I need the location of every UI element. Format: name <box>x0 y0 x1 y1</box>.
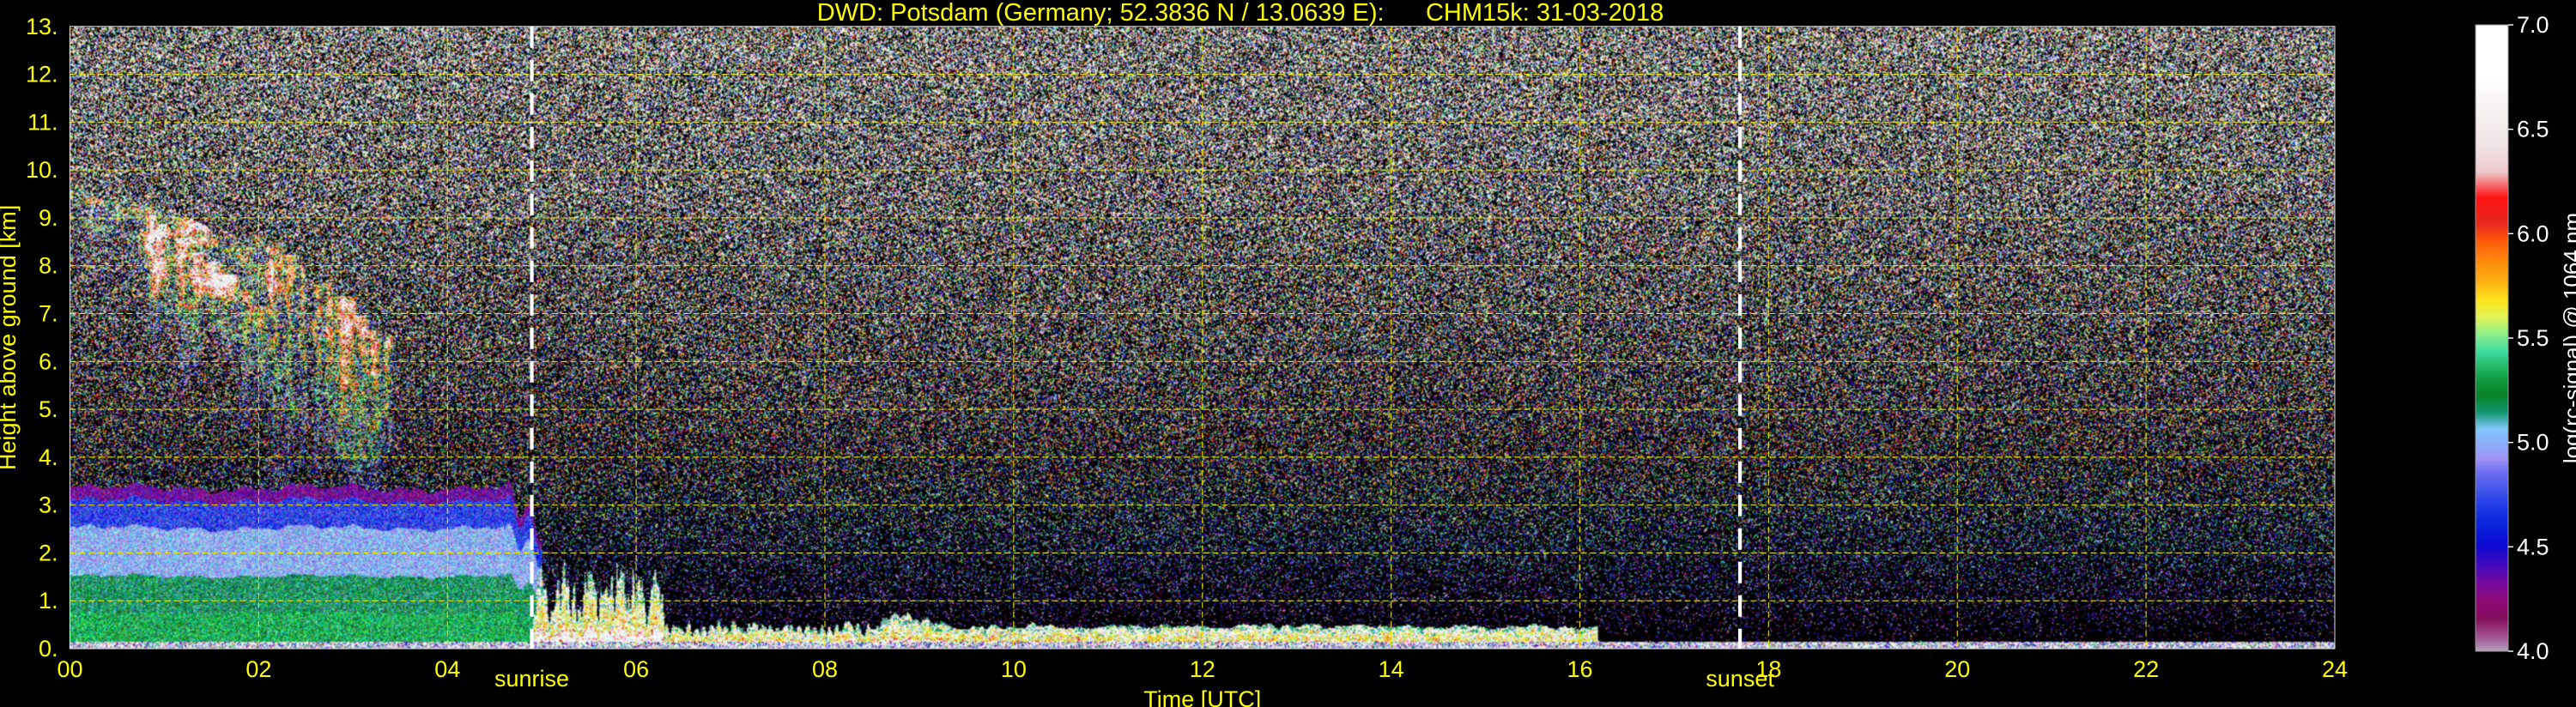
svg-text:0.: 0. <box>39 636 58 662</box>
svg-text:14: 14 <box>1379 656 1404 682</box>
svg-text:13.: 13. <box>26 14 58 39</box>
svg-text:10.: 10. <box>26 157 58 183</box>
svg-text:24: 24 <box>2322 656 2348 682</box>
svg-text:12: 12 <box>1190 656 1215 682</box>
svg-text:1.: 1. <box>39 588 58 613</box>
svg-text:00: 00 <box>57 656 82 682</box>
svg-text:log(rc-signal) @ 1064 nm: log(rc-signal) @ 1064 nm <box>2559 213 2576 463</box>
svg-text:08: 08 <box>812 656 838 682</box>
svg-text:sunrise: sunrise <box>494 666 569 692</box>
svg-text:Time [UTC]: Time [UTC] <box>1143 686 1261 707</box>
svg-text:5.0: 5.0 <box>2517 430 2549 456</box>
svg-text:5.: 5. <box>39 396 58 422</box>
svg-text:11.: 11. <box>27 109 58 135</box>
svg-text:12.: 12. <box>26 62 58 88</box>
svg-text:DWD: Potsdam (Germany; 52.3836: DWD: Potsdam (Germany; 52.3836 N / 13.06… <box>817 0 1664 27</box>
svg-text:sunset: sunset <box>1706 666 1774 692</box>
svg-text:02: 02 <box>245 656 271 682</box>
svg-text:8.: 8. <box>39 253 58 279</box>
svg-text:3.: 3. <box>39 492 58 518</box>
svg-text:4.5: 4.5 <box>2517 534 2549 559</box>
svg-text:7.: 7. <box>39 300 58 326</box>
svg-text:6.0: 6.0 <box>2517 221 2549 246</box>
svg-text:20: 20 <box>1944 656 1970 682</box>
svg-text:Height above ground [km]: Height above ground [km] <box>0 205 21 470</box>
svg-text:5.5: 5.5 <box>2517 325 2549 351</box>
svg-text:06: 06 <box>623 656 649 682</box>
svg-text:9.: 9. <box>39 205 58 231</box>
svg-text:4.: 4. <box>39 444 58 470</box>
svg-text:2.: 2. <box>39 540 58 565</box>
svg-text:4.0: 4.0 <box>2517 638 2549 664</box>
svg-text:7.0: 7.0 <box>2517 12 2549 38</box>
svg-text:6.: 6. <box>39 348 58 374</box>
svg-text:10: 10 <box>1001 656 1027 682</box>
svg-text:6.5: 6.5 <box>2517 117 2549 142</box>
svg-text:16: 16 <box>1567 656 1592 682</box>
svg-text:22: 22 <box>2133 656 2159 682</box>
svg-text:04: 04 <box>434 656 460 682</box>
